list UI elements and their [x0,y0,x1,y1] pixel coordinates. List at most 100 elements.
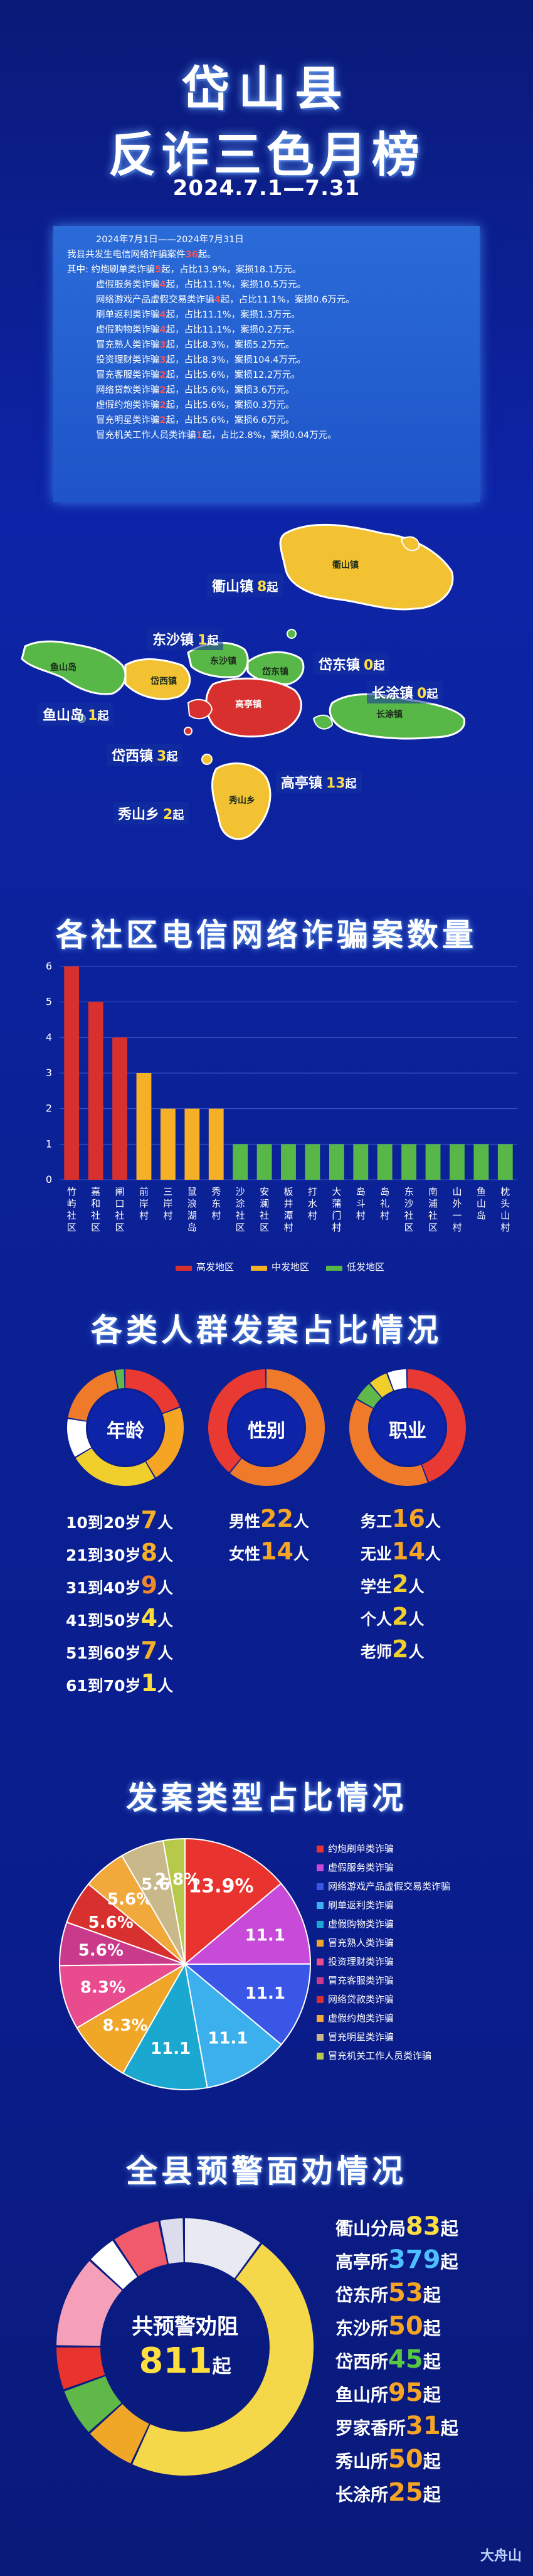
crowd-stat-value: 7 [140,1637,158,1664]
page-title-line1: 岱山县 [182,61,351,117]
pie-slice-label: 5.6% [78,1942,124,1960]
x-tick-label: 区 [236,1222,245,1233]
warning-donut [56,2218,314,2476]
warning-stat-value: 379 [388,2245,441,2274]
x-tick-label: 闸 [115,1186,125,1197]
warning-stat-unit: 起 [440,2418,458,2439]
job-donut [349,1369,466,1486]
bar [450,1144,465,1180]
map-town-unit: 起 [426,688,438,701]
summary-count: 2 [159,385,166,395]
type-legend-item: 网络贷款类诈骗 [317,1992,394,2006]
summary-text: 起，占比8.3%，案损104.4万元。 [166,355,306,365]
crowd-stat-unit: 人 [293,1545,309,1563]
summary-text: 起，占比11.1%，案损1.3万元。 [166,310,300,320]
pie-slice [76,1962,187,2075]
warning-stat-unit: 起 [440,2252,458,2272]
gender-donut [208,1369,325,1486]
bar [136,1073,152,1180]
summary-text: 起，占比11.1%，案损0.2万元。 [166,325,300,335]
warning-total-unit: 起 [212,2356,231,2378]
crowd-stat-unit: 人 [425,1512,441,1531]
map-town-count: 0 [417,686,427,702]
warning-stat-value: 50 [388,2312,423,2341]
map-town-count: 3 [157,749,167,764]
warning-stat-label: 衢山分局 [335,2218,406,2239]
x-tick-label: 社 [404,1210,414,1221]
summary-line: 2024年7月1日——2024年7月31日 [96,235,244,245]
x-tick-label: 村 [452,1222,462,1233]
map-area-name: 衢山镇 [332,560,359,570]
type-legend-swatch [317,1940,324,1947]
x-tick-label: 大 [332,1186,341,1197]
x-tick-label: 板 [283,1186,293,1197]
x-tick-label: 湖 [187,1210,197,1221]
pie-slice-label: 11.1 [208,2029,248,2048]
crowd-stat-value: 14 [392,1537,425,1565]
x-tick-label: 村 [380,1210,389,1221]
footer-logo: 大舟山 [480,2548,522,2564]
donut-segment [56,2218,314,2476]
summary-line: 其中: 约炮刷单类诈骗5起，占比13.9%，案损18.1万元。 [67,262,466,277]
bar [401,1144,417,1180]
crowd-stat-unit: 人 [157,1514,174,1532]
summary-text: 起，占比5.6%，案损6.6万元。 [166,415,295,425]
crowd-stat-label: 41到50岁 [66,1611,141,1630]
summary-box: 2024年7月1日——2024年7月31日 我县共发生电信网络诈骗案件36起。 其中… [53,226,480,502]
crowd-stat-value: 2 [392,1570,409,1598]
crowd-stat-unit: 人 [157,1677,174,1695]
bar-legend-label: 高发地区 [196,1261,235,1273]
crowd-stat-value: 4 [140,1604,158,1632]
x-tick-label: 村 [308,1210,317,1221]
donut-segment [208,1369,325,1486]
type-legend-swatch [317,1883,324,1890]
warning-stat-value: 50 [388,2445,423,2474]
x-tick-label: 南 [428,1186,438,1197]
crowd-stat-row: 51到60岁7人 [66,1637,173,1664]
pie-slice-label: 11.1 [245,1926,285,1945]
type-legend-item: 冒充明星类诈骗 [317,2030,394,2043]
x-tick-label: 沙 [236,1186,245,1197]
job-donut-title: 职业 [389,1420,426,1442]
type-legend-label: 刷单返利类诈骗 [328,1900,394,1911]
x-tick-label: 一 [452,1210,462,1221]
map-area-name: 长涂镇 [376,710,403,720]
summary-line: 虚假服务类诈骗4起，占比11.1%，案损10.5万元。 [67,277,466,292]
type-legend-swatch [317,2015,324,2022]
map-town-count: 1 [198,633,208,648]
summary-text: 起，占比5.6%，案损0.3万元。 [166,400,295,410]
map-town-name: 东沙镇 [152,633,194,648]
map-area-name: 东沙镇 [210,656,236,666]
type-legend-label: 投资理财类诈骗 [328,1956,394,1967]
summary-count: 4 [159,310,166,320]
summary-count: 5 [155,265,162,275]
x-tick-label: 村 [283,1222,293,1233]
summary-line: 虚假约炮类诈骗2起，占比5.6%，案损0.3万元。 [67,398,466,413]
warning-stat-label: 秀山所 [335,2451,389,2472]
crowd-stat-label: 老师 [361,1643,393,1661]
x-tick-label: 澜 [260,1198,269,1209]
summary-count: 3 [159,355,166,365]
gender-donut-title: 性别 [248,1420,285,1442]
bar-legend-item: 高发地区 [176,1260,234,1273]
x-tick-label: 山 [452,1186,462,1197]
crowd-stat-row: 个人2人 [361,1603,424,1630]
x-tick-label: 头 [500,1198,510,1209]
crowd-stat-unit: 人 [408,1610,425,1628]
summary-text: 虚假购物类诈骗 [96,325,160,335]
type-legend-label: 网络贷款类诈骗 [328,1994,394,2005]
x-tick-label: 岸 [139,1198,149,1209]
map-town-label: 鱼山岛 1起 [38,703,114,725]
warning-stat-label: 罗家香所 [335,2418,406,2439]
crowd-stat-label: 无业 [361,1545,393,1563]
bar [305,1144,320,1180]
bar [184,1108,200,1180]
type-legend-label: 冒充熟人类诈骗 [328,1937,394,1948]
bar [64,966,80,1180]
x-tick-label: 村 [211,1210,221,1221]
summary-text: 虚假约炮类诈骗 [96,400,160,410]
y-tick-label: 4 [46,1031,52,1043]
y-tick-label: 1 [46,1138,52,1150]
crowd-stat-unit: 人 [157,1546,174,1564]
map-town-name: 衢山镇 [212,579,254,595]
